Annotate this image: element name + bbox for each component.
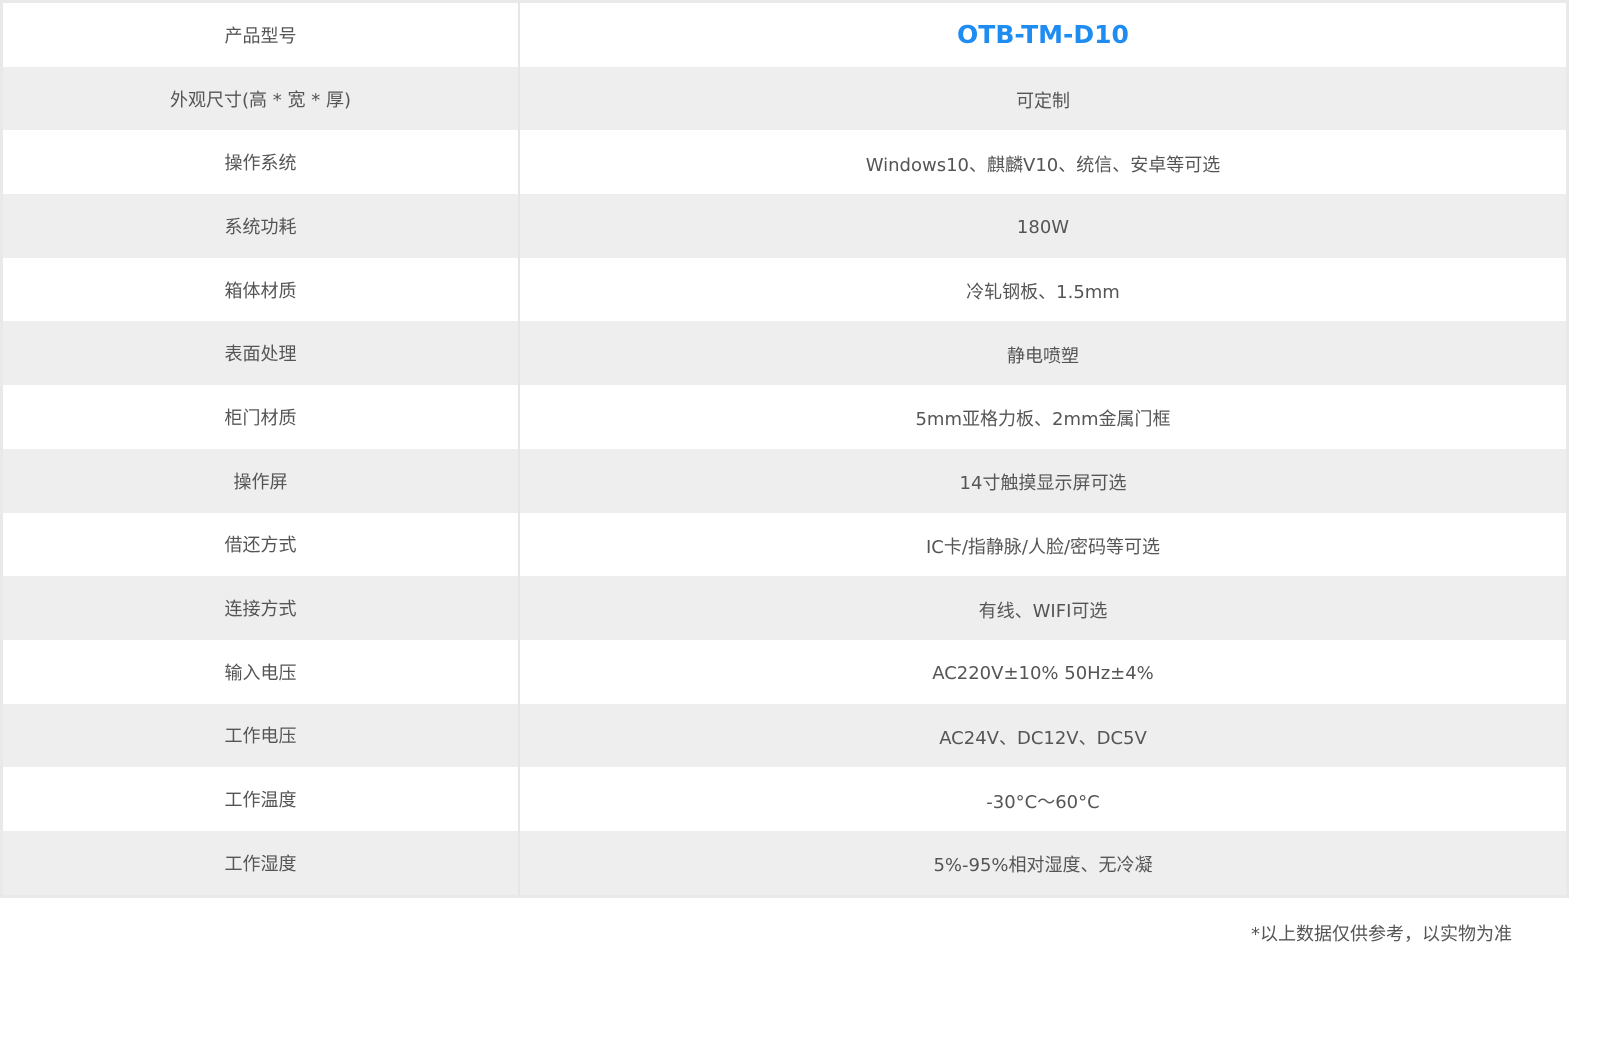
spec-value: 有线、WIFI可选 — [978, 600, 1108, 622]
spec-value: 5mm亚格力板、2mm金属门框 — [915, 409, 1171, 431]
table-row: 柜门材质 5mm亚格力板、2mm金属门框 — [3, 385, 1566, 449]
table-row: 操作系统 Windows10、麒麟V10、统信、安卓等可选 — [3, 130, 1566, 195]
table-row-model: 产品型号 OTB-TM-D10 — [3, 3, 1566, 67]
spec-label: 柜门材质 — [3, 385, 520, 449]
spec-label: 操作系统 — [3, 130, 520, 195]
table-row: 操作屏 14寸触摸显示屏可选 — [3, 448, 1566, 513]
spec-label: 工作湿度 — [3, 830, 520, 895]
product-model-value: OTB-TM-D10 — [957, 20, 1129, 50]
spec-label: 产品型号 — [3, 3, 520, 67]
table-row: 表面处理 静电喷塑 — [3, 321, 1566, 386]
spec-label: 系统功耗 — [3, 194, 520, 258]
spec-label: 外观尺寸(高 * 宽 * 厚) — [3, 66, 520, 131]
table-row: 工作温度 -30°C～60°C — [3, 767, 1566, 831]
spec-label: 工作电压 — [3, 703, 520, 768]
spec-value: 14寸触摸显示屏可选 — [959, 473, 1127, 495]
spec-value: 静电喷塑 — [1007, 345, 1079, 367]
table-row: 工作湿度 5%-95%相对湿度、无冷凝 — [3, 830, 1566, 895]
table-row: 输入电压 AC220V±10% 50Hz±4% — [3, 639, 1566, 704]
footnote: *以上数据仅供参考，以实物为准 — [1251, 924, 1512, 945]
table-row: 连接方式 有线、WIFI可选 — [3, 576, 1566, 640]
spec-value: 5%-95%相对湿度、无冷凝 — [933, 855, 1153, 877]
spec-label: 箱体材质 — [3, 257, 520, 322]
spec-value: -30°C～60°C — [986, 791, 1100, 813]
spec-label: 操作屏 — [3, 448, 520, 513]
spec-value: IC卡/指静脉/人脸/密码等可选 — [925, 536, 1161, 558]
table-row: 借还方式 IC卡/指静脉/人脸/密码等可选 — [3, 512, 1566, 577]
spec-label: 连接方式 — [3, 576, 520, 640]
spec-value: AC220V±10% 50Hz±4% — [932, 662, 1154, 684]
table-row: 箱体材质 冷轧钢板、1.5mm — [3, 257, 1566, 322]
spec-label: 工作温度 — [3, 767, 520, 831]
table-row: 工作电压 AC24V、DC12V、DC5V — [3, 703, 1566, 768]
table-row: 外观尺寸(高 * 宽 * 厚) 可定制 — [3, 66, 1566, 131]
spec-value: 冷轧钢板、1.5mm — [966, 282, 1120, 304]
spec-value: 可定制 — [1016, 91, 1070, 113]
spec-value: AC24V、DC12V、DC5V — [939, 727, 1147, 749]
spec-label: 借还方式 — [3, 512, 520, 577]
spec-label: 输入电压 — [3, 639, 520, 704]
spec-value: Windows10、麒麟V10、统信、安卓等可选 — [865, 154, 1221, 176]
spec-value: 180W — [1016, 216, 1070, 238]
table-row: 系统功耗 180W — [3, 194, 1566, 258]
spec-label: 表面处理 — [3, 321, 520, 386]
spec-table: 产品型号 OTB-TM-D10 外观尺寸(高 * 宽 * 厚) 可定制操作系统 Wind… — [0, 0, 1569, 898]
